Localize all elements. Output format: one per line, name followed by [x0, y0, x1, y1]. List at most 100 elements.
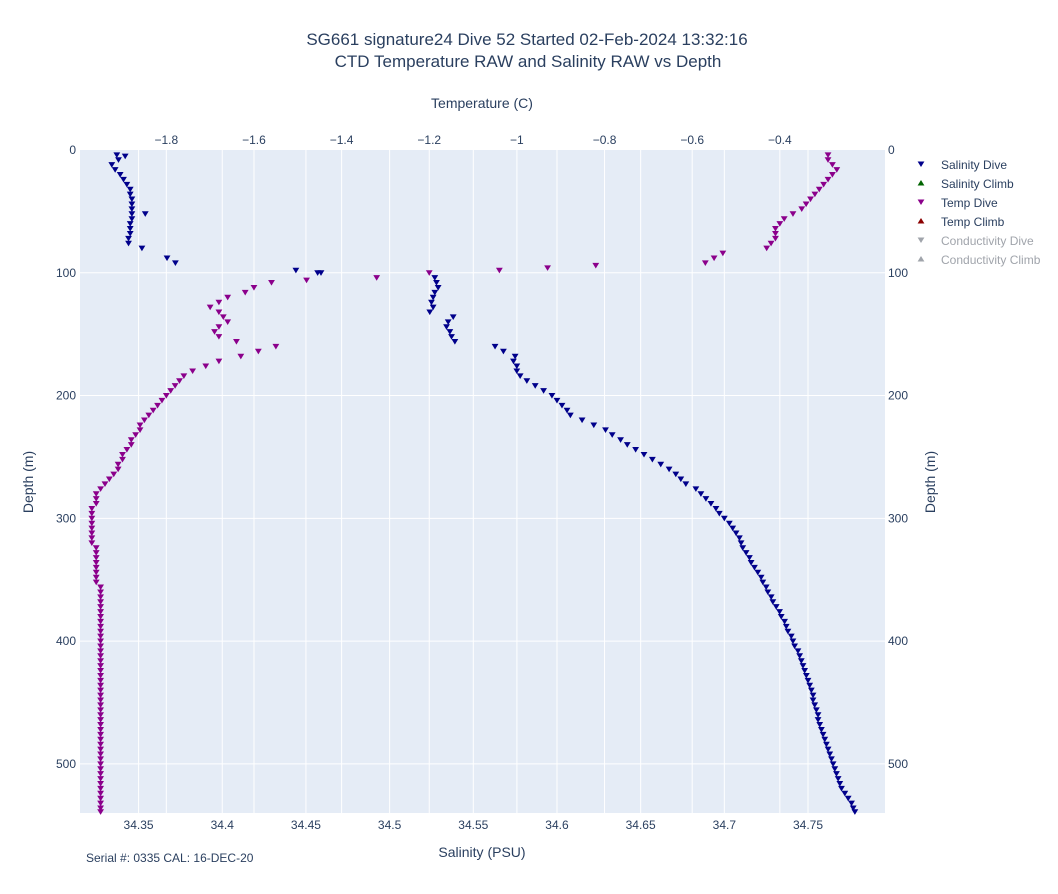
salinity-dive-marker	[429, 294, 437, 301]
salinity-dive-marker	[742, 550, 750, 556]
y-tick-left: 300	[56, 511, 76, 525]
x-axis-bottom-title: Salinity (PSU)	[438, 844, 525, 860]
temp-dive-marker	[807, 196, 814, 203]
salinity-dive-marker	[672, 471, 680, 478]
salinity-dive-marker	[443, 324, 450, 330]
x-tick-salinity: 34.5	[378, 818, 402, 832]
temp-dive-marker	[772, 235, 779, 242]
y-tick-right: 400	[888, 634, 908, 648]
temp-dive-marker	[92, 496, 100, 502]
salinity-dive-marker	[126, 226, 134, 232]
temp-dive-marker	[215, 309, 223, 316]
salinity-dive-marker	[516, 373, 524, 379]
legend-symbol	[917, 217, 925, 224]
salinity-dive-marker	[590, 422, 598, 429]
temp-dive-marker	[97, 594, 104, 600]
x-tick-temperature: −1.8	[154, 133, 178, 147]
salinity-dive-marker	[823, 741, 830, 748]
salinity-dive-marker	[558, 402, 566, 409]
salinity-dive-marker	[429, 304, 437, 311]
salinity-dive-marker	[617, 437, 624, 443]
y-tick-right: 300	[888, 511, 908, 525]
salinity-dive-marker	[807, 687, 815, 694]
salinity-dive-marker	[317, 270, 325, 276]
salinity-dive-marker	[806, 682, 814, 689]
temp-dive-marker	[97, 623, 104, 630]
salinity-dive-marker	[128, 211, 136, 217]
salinity-dive-marker	[784, 628, 792, 635]
salinity-dive-marker	[844, 795, 852, 802]
temp-dive-marker	[250, 284, 258, 291]
salinity-dive-marker	[446, 329, 454, 335]
legend-item-temp-climb[interactable]: Temp Climb	[917, 215, 1005, 229]
legend-item-salinity-dive[interactable]: Salinity Dive	[917, 158, 1008, 172]
salinity-dive-marker	[523, 378, 531, 384]
salinity-dive-marker	[735, 535, 743, 542]
salinity-dive-marker	[125, 235, 132, 242]
legend-item-temp-dive[interactable]: Temp Dive	[917, 196, 998, 210]
salinity-dive-marker	[116, 172, 124, 178]
temp-dive-marker	[88, 505, 96, 512]
temp-dive-marker	[189, 368, 197, 375]
temp-dive-marker	[123, 447, 131, 453]
x-tick-temperature: −0.8	[593, 133, 617, 147]
salinity-dive-marker	[500, 348, 507, 355]
salinity-dive-marker	[802, 672, 810, 679]
salinity-dive-marker	[809, 692, 817, 699]
salinity-dive-marker	[540, 388, 547, 394]
y-tick-left: 500	[56, 757, 76, 771]
x-tick-salinity: 34.35	[124, 818, 154, 832]
temp-dive-marker	[211, 329, 218, 335]
temp-dive-marker	[119, 456, 126, 463]
legend-item-salinity-climb[interactable]: Salinity Climb	[917, 177, 1014, 191]
temp-dive-marker	[97, 658, 104, 664]
salinity-dive-marker	[113, 152, 121, 158]
temp-dive-marker	[97, 589, 104, 596]
y-tick-left: 400	[56, 634, 76, 648]
salinity-dive-marker	[732, 530, 740, 537]
salinity-dive-marker	[781, 618, 788, 625]
temp-dive-marker	[833, 167, 841, 173]
x-tick-temperature: −0.6	[680, 133, 704, 147]
temp-dive-marker	[824, 176, 832, 183]
temp-dive-marker	[824, 157, 832, 163]
temp-dive-marker	[97, 746, 104, 753]
x-tick-salinity: 34.7	[713, 818, 737, 832]
salinity-dive-marker	[715, 510, 723, 517]
temp-dive-marker	[789, 211, 797, 217]
y-tick-left: 200	[56, 389, 76, 403]
temp-dive-marker	[154, 402, 161, 409]
legend-item-conductivity-dive[interactable]: Conductivity Dive	[917, 234, 1034, 248]
salinity-dive-marker	[682, 481, 690, 488]
salinity-dive-marker	[725, 520, 733, 527]
salinity-dive-marker	[848, 800, 855, 807]
temp-dive-marker	[776, 221, 784, 227]
temp-dive-marker	[92, 559, 100, 566]
salinity-dive-marker	[751, 564, 758, 571]
temp-dive-marker	[97, 692, 104, 699]
temp-dive-marker	[88, 540, 96, 546]
temp-dive-marker	[97, 741, 104, 748]
temp-dive-marker	[798, 206, 806, 212]
legend-item-conductivity-climb[interactable]: Conductivity Climb	[917, 253, 1041, 267]
temp-dive-marker	[158, 397, 166, 404]
salinity-dive-marker	[759, 579, 767, 586]
temp-dive-marker	[136, 422, 144, 429]
salinity-dive-marker	[128, 206, 136, 212]
temp-dive-marker	[180, 373, 188, 379]
salinity-dive-marker	[799, 663, 807, 669]
temp-dive-marker	[233, 338, 240, 345]
salinity-dive-marker	[163, 255, 171, 262]
temp-dive-marker	[772, 226, 779, 232]
salinity-dive-marker	[819, 731, 827, 738]
temp-dive-marker	[92, 501, 100, 507]
serial-cal-note: Serial #: 0335 CAL: 16-DEC-20	[86, 851, 254, 865]
temp-dive-marker	[97, 795, 104, 802]
temp-dive-marker	[97, 653, 104, 659]
salinity-dive-marker	[126, 230, 134, 237]
temp-dive-marker	[202, 363, 210, 370]
salinity-dive-marker	[121, 153, 129, 160]
temp-dive-marker	[97, 618, 104, 625]
legend-label: Temp Dive	[941, 196, 998, 210]
temp-dive-marker	[97, 736, 104, 743]
